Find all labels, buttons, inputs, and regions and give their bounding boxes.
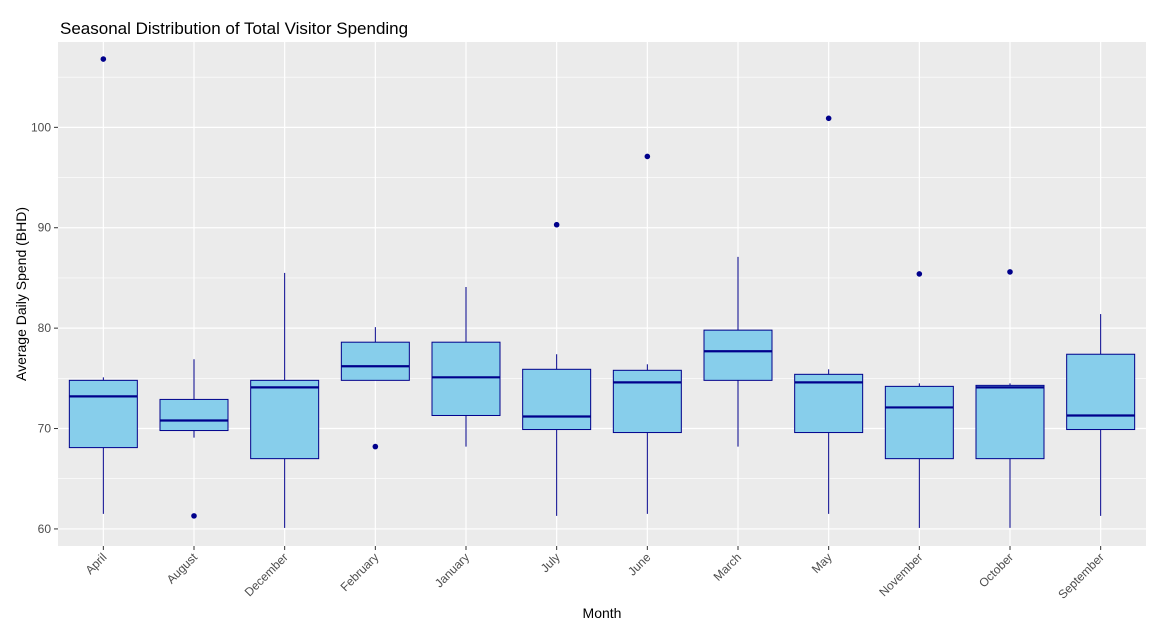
x-tick-label: December: [242, 550, 291, 599]
iqr-box: [794, 373, 864, 434]
iqr-box: [703, 329, 773, 381]
x-tick-label: August: [164, 550, 201, 587]
box-december: [250, 272, 320, 528]
box-october: [975, 269, 1045, 528]
y-tick-label: 60: [38, 522, 52, 536]
box-april: [68, 56, 138, 514]
box-august: [159, 359, 229, 519]
x-tick-label: March: [711, 550, 744, 583]
iqr-box: [250, 379, 320, 460]
outlier-point: [644, 153, 651, 160]
plot-panel: [58, 42, 1146, 546]
box-june: [612, 153, 682, 514]
x-tick-label: July: [538, 550, 563, 575]
iqr-box: [612, 369, 682, 434]
outlier-point: [1007, 269, 1013, 275]
y-axis-title: Average Daily Spend (BHD): [13, 207, 29, 381]
x-tick-label: January: [432, 550, 472, 590]
x-tick-label: May: [809, 550, 835, 576]
outlier-point: [553, 221, 560, 228]
x-tick-label: February: [338, 550, 382, 594]
box-november: [884, 271, 954, 528]
x-tick-label: April: [83, 550, 110, 577]
chart-title: Seasonal Distribution of Total Visitor S…: [60, 19, 408, 38]
y-tick-label: 80: [38, 321, 52, 335]
y-tick-label: 90: [38, 221, 52, 235]
iqr-box: [431, 341, 501, 416]
outlier-point: [191, 513, 197, 519]
box-september: [1066, 314, 1136, 516]
x-tick-label: October: [976, 550, 1016, 590]
y-tick-label: 70: [38, 422, 52, 436]
box-january: [431, 286, 501, 447]
box-may: [794, 115, 864, 514]
iqr-box: [1066, 353, 1136, 431]
iqr-box: [522, 368, 592, 431]
iqr-box: [68, 379, 138, 449]
y-axis: 60 70 80 90 100: [31, 120, 58, 536]
outlier-point: [372, 443, 379, 450]
iqr-box: [340, 341, 410, 381]
outlier-point: [100, 56, 107, 62]
iqr-box: [884, 385, 954, 460]
x-tick-label: June: [625, 550, 654, 579]
box-february: [340, 327, 410, 450]
boxes: [68, 56, 1136, 528]
outlier-point: [825, 115, 832, 122]
iqr-box: [159, 398, 229, 432]
outlier-point: [916, 271, 923, 277]
x-tick-label: November: [876, 550, 925, 599]
x-axis-title: Month: [583, 605, 622, 621]
y-tick-label: 100: [31, 120, 51, 134]
x-tick-label: September: [1055, 550, 1106, 601]
box-march: [703, 256, 773, 447]
box-july: [522, 221, 592, 516]
iqr-box: [975, 384, 1045, 460]
x-axis: April August December February January July Ju…: [83, 546, 1107, 602]
